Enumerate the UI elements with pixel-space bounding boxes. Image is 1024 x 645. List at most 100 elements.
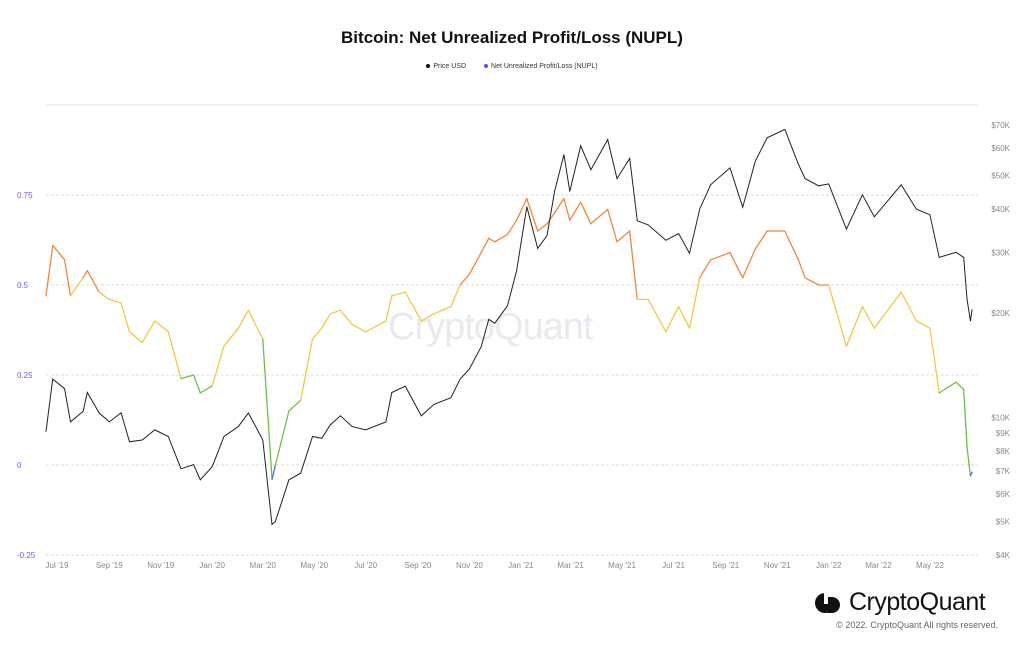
nupl-segment [797,259,806,279]
nupl-segment [311,327,323,340]
price-point [420,415,422,417]
price-point [665,239,667,241]
price-point [784,128,786,130]
x-tick-label: Nov '21 [764,561,791,570]
price-point [469,368,470,370]
x-tick-label: Sep '19 [96,561,123,570]
price-point [966,298,968,300]
price-point [98,412,100,414]
right-tick-label: $10K [991,413,1010,422]
legend-marker-nupl [484,64,489,69]
price-point [82,411,84,412]
nupl-segment [861,305,875,329]
nupl-segment [45,244,54,297]
price-point [554,190,555,192]
nupl-segment [929,327,940,394]
legend-item-price[interactable]: Price USD [426,63,466,70]
nupl-segment [237,309,250,329]
x-tick-label: Jan '21 [508,561,534,570]
price-point [971,309,973,310]
nupl-segment [488,237,496,243]
nupl-segment [82,269,88,279]
nupl-segment [526,197,539,232]
price-point [506,305,508,307]
price-point [636,220,638,222]
copyright: © 2022. CryptoQuant All rights reserved. [836,620,998,630]
nupl-segment [223,327,239,347]
nupl-segment [873,291,902,329]
nupl-segment [828,284,848,347]
price-point [970,320,971,322]
price-point [262,439,264,441]
price-point [365,429,367,431]
price-point [629,158,631,159]
nupl-segment [86,269,100,293]
price-point [754,160,756,162]
nupl-segment [506,219,518,236]
price-point [689,252,690,254]
nupl-segment [729,251,744,279]
price-point [546,235,548,237]
nupl-segment [199,385,213,394]
right-tick-label: $5K [996,517,1011,526]
nupl-segment [329,309,342,315]
price-point [64,388,65,390]
nupl-segment [420,313,435,322]
price-point [52,378,54,380]
right-tick-label: $70K [991,121,1010,130]
cryptoquant-logo: CryptoQuant [815,588,986,617]
price-point [569,190,571,192]
x-tick-label: Sep '21 [712,561,739,570]
logo-mark-icon [815,592,843,614]
x-tick-label: Mar '20 [250,561,277,570]
price-point [211,466,213,468]
nupl-segment [120,302,131,333]
x-tick-label: Mar '22 [865,561,892,570]
x-tick-label: May '21 [608,561,636,570]
nupl-segment [494,233,509,243]
price-point [938,256,940,258]
price-point [45,431,47,432]
nupl-segment [966,446,972,477]
nupl-segment [385,295,393,322]
price-point [141,439,143,441]
legend-item-nupl[interactable]: Net Unrealized Profit/Loss (NUPL) [484,63,598,70]
nupl-segment [63,259,72,297]
nupl-segment [938,381,957,394]
nupl-segment [459,273,471,286]
x-tick-label: Sep '20 [405,561,432,570]
price-point [537,247,539,249]
left-tick-label: 0 [17,461,22,470]
legend: Price USD Net Unrealized Profit/Loss (NU… [0,63,1024,70]
price-point [180,468,182,470]
nupl-segment [784,230,799,261]
nupl-segment [211,345,225,387]
price-point [963,256,965,258]
price-point [288,479,290,481]
nupl-segment [955,381,965,391]
price-point [450,397,452,399]
nupl-segment [709,251,731,261]
price-point [391,392,393,393]
price-point [804,178,806,179]
nupl-segment [616,230,631,243]
watermark: CryptoQuant [388,306,593,348]
right-tick-label: $20K [991,309,1010,318]
price-point [351,426,353,428]
price-point [647,224,649,226]
x-tick-label: Nov '20 [456,561,483,570]
price-point [900,184,902,186]
nupl-segment [742,248,756,279]
right-tick-label: $7K [996,467,1011,476]
nupl-segment [688,277,701,329]
price-point [321,437,323,439]
price-point [70,421,71,423]
price-point [339,415,341,417]
nupl-segment [665,305,680,333]
price-point [271,524,273,525]
price-point [729,167,731,169]
nupl-segment [262,338,273,481]
price-point [862,194,863,196]
nupl-segment [580,201,592,225]
